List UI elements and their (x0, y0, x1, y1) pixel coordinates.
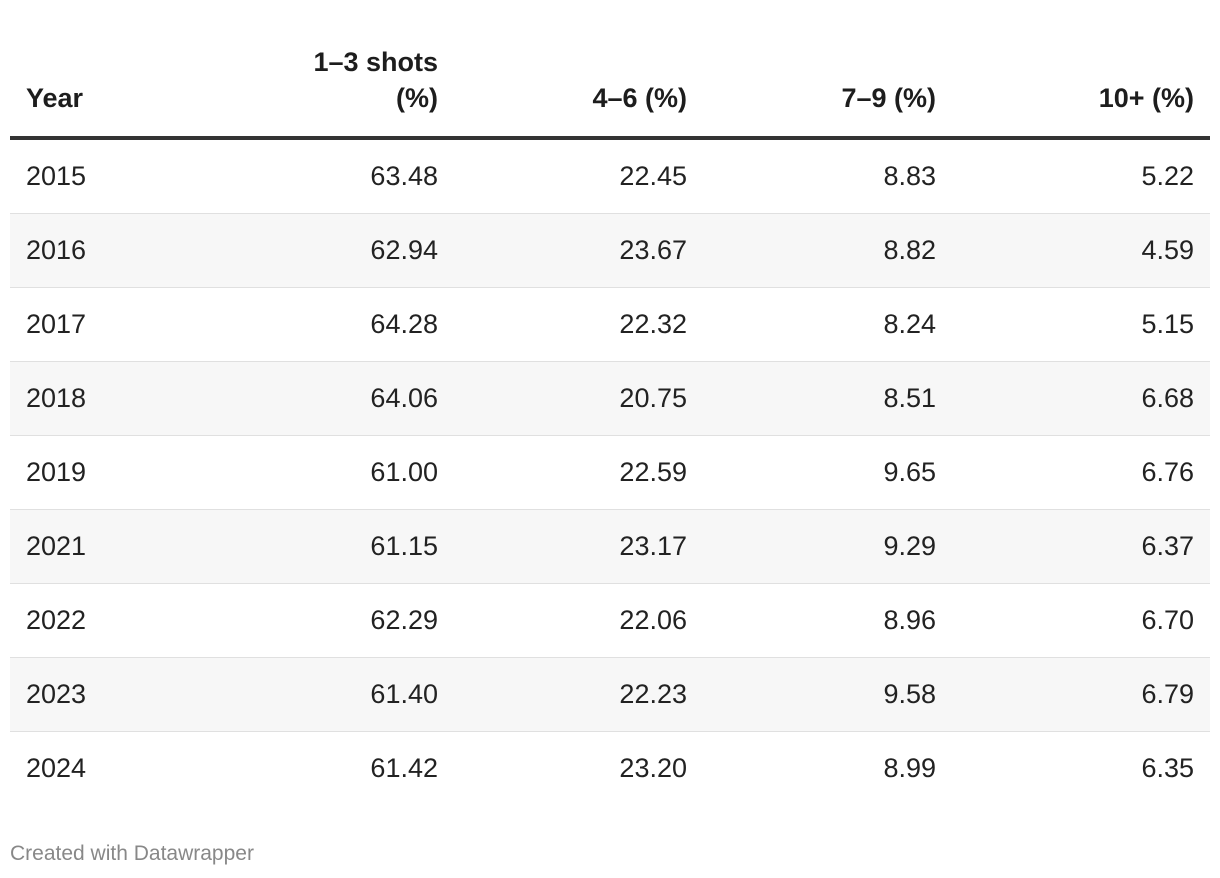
year-cell: 2018 (10, 361, 100, 436)
header-label: 7–9 (%) (841, 83, 936, 113)
table-row: 2022 62.29 22.06 8.96 6.70 (10, 583, 1210, 658)
value-cell-col-10-plus: 6.79 (952, 657, 1210, 732)
header-col-4-6: 4–6 (%) (454, 40, 703, 140)
value-cell-col-4-6: 22.32 (454, 287, 703, 362)
data-table-container: Year 1–3 shots (%) 4–6 (%) 7–9 (%) 10+ (%) 2… (10, 40, 1210, 805)
year-cell: 2022 (10, 583, 100, 658)
table-header: Year 1–3 shots (%) 4–6 (%) 7–9 (%) 10+ (%) (10, 40, 1210, 140)
value-cell-col-4-6: 22.23 (454, 657, 703, 732)
value-cell-col-1-3-shots: 64.06 (100, 361, 454, 436)
value-cell-col-1-3-shots: 64.28 (100, 287, 454, 362)
value-cell-col-4-6: 20.75 (454, 361, 703, 436)
value-cell-col-7-9: 8.83 (703, 138, 952, 214)
value-cell-col-10-plus: 5.15 (952, 287, 1210, 362)
value-cell-col-7-9: 9.29 (703, 509, 952, 584)
data-table: Year 1–3 shots (%) 4–6 (%) 7–9 (%) 10+ (%) 2… (10, 40, 1210, 805)
header-label: 1–3 shots (%) (313, 47, 438, 113)
value-cell-col-1-3-shots: 62.94 (100, 213, 454, 288)
table-row: 2019 61.00 22.59 9.65 6.76 (10, 435, 1210, 510)
value-cell-col-10-plus: 6.76 (952, 435, 1210, 510)
value-cell-col-7-9: 8.99 (883, 753, 936, 783)
year-cell: 2016 (10, 213, 100, 288)
year-cell: 2017 (10, 287, 100, 362)
value-cell-col-4-6: 22.59 (454, 435, 703, 510)
table-row: 2024 61.42 23.20 8.99 6.35 (10, 732, 1210, 806)
header-col-1-3-shots: 1–3 shots (%) (100, 40, 454, 140)
value-cell-col-7-9: 8.82 (703, 213, 952, 288)
value-cell-col-10-plus: 6.70 (952, 583, 1210, 658)
value-cell-col-4-6: 23.20 (619, 753, 687, 783)
datawrapper-credit[interactable]: Created with Datawrapper (10, 842, 254, 865)
value-cell-col-1-3-shots: 61.15 (100, 509, 454, 584)
header-col-7-9: 7–9 (%) (703, 40, 952, 140)
table-row: 2018 64.06 20.75 8.51 6.68 (10, 361, 1210, 436)
value-cell-col-1-3-shots: 61.00 (100, 435, 454, 510)
value-cell-col-10-plus: 5.22 (952, 138, 1210, 214)
year-cell: 2023 (10, 657, 100, 732)
value-cell-col-4-6: 23.67 (454, 213, 703, 288)
value-cell-col-4-6: 23.17 (454, 509, 703, 584)
value-cell-col-10-plus: 4.59 (952, 213, 1210, 288)
year-cell: 2019 (10, 435, 100, 510)
value-cell-col-7-9: 8.96 (703, 583, 952, 658)
header-label: 4–6 (%) (592, 83, 687, 113)
table-row: 2015 63.48 22.45 8.83 5.22 (10, 138, 1210, 214)
value-cell-col-1-3-shots: 61.42 (370, 753, 438, 783)
value-cell-col-7-9: 8.51 (703, 361, 952, 436)
table-body: 2015 63.48 22.45 8.83 5.22 2016 62.94 23.67 8.82… (10, 138, 1210, 805)
header-row: Year 1–3 shots (%) 4–6 (%) 7–9 (%) 10+ (%) (10, 40, 1210, 140)
year-cell: 2021 (10, 509, 100, 584)
value-cell-col-1-3-shots: 62.29 (100, 583, 454, 658)
table-row: 2021 61.15 23.17 9.29 6.37 (10, 509, 1210, 584)
table-row: 2017 64.28 22.32 8.24 5.15 (10, 287, 1210, 362)
table-row: 2023 61.40 22.23 9.58 6.79 (10, 657, 1210, 732)
value-cell-col-4-6: 22.45 (454, 138, 703, 214)
year-cell: 2015 (10, 138, 100, 214)
year-cell: 2024 (26, 753, 87, 783)
header-label: Year (26, 83, 84, 113)
value-cell-col-7-9: 9.58 (703, 657, 952, 732)
header-label: 10+ (%) (1098, 83, 1194, 113)
value-cell-col-7-9: 8.24 (703, 287, 952, 362)
value-cell-col-10-plus: 6.37 (952, 509, 1210, 584)
value-cell-col-1-3-shots: 61.40 (100, 657, 454, 732)
table-row: 2016 62.94 23.67 8.82 4.59 (10, 213, 1210, 288)
header-col-year: Year (10, 40, 100, 140)
header-col-10-plus: 10+ (%) (952, 40, 1210, 140)
value-cell-col-10-plus: 6.68 (952, 361, 1210, 436)
value-cell-col-4-6: 22.06 (454, 583, 703, 658)
value-cell-col-7-9: 9.65 (703, 435, 952, 510)
value-cell-col-1-3-shots: 63.48 (100, 138, 454, 214)
value-cell-col-10-plus: 6.35 (1141, 753, 1194, 783)
